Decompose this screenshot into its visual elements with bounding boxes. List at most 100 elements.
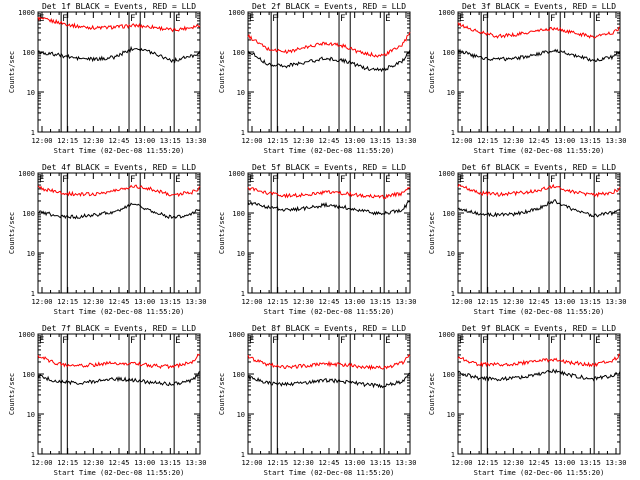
event-marker-label: F: [272, 14, 277, 24]
lld-series-line: [247, 32, 411, 58]
event-marker-label: E: [39, 336, 44, 346]
event-marker-label: F: [62, 14, 67, 24]
event-marker-label: E: [175, 14, 180, 24]
y-tick-label: 1: [241, 129, 245, 137]
x-tick-label: 12:45: [318, 137, 339, 145]
y-tick-label: 1000: [228, 170, 245, 178]
event-marker-label: E: [385, 175, 390, 185]
x-tick-label: 13:30: [605, 137, 626, 145]
event-marker-label: E: [595, 175, 600, 185]
plot-frame: [457, 11, 621, 133]
chart-title: Det 2f BLACK = Events, RED = LLD: [252, 2, 406, 11]
lld-series-line: [247, 187, 411, 200]
x-tick-label: 13:30: [605, 459, 626, 467]
y-tick-label: 10: [447, 250, 455, 258]
event-marker-label: F: [550, 336, 555, 346]
y-tick-label: 100: [232, 371, 245, 379]
x-tick-label: 12:15: [57, 137, 78, 145]
x-tick-label: 12:15: [267, 459, 288, 467]
x-tick-label: 12:30: [503, 298, 524, 306]
event-marker-label: E: [39, 14, 44, 24]
x-axis-label: Start Time (02-Dec-06 11:55:20): [474, 469, 605, 477]
event-marker-label: F: [130, 336, 135, 346]
x-tick-label: 12:00: [451, 298, 472, 306]
event-marker-label: F: [130, 14, 135, 24]
x-tick-label: 12:00: [31, 298, 52, 306]
x-tick-label: 12:45: [318, 298, 339, 306]
x-tick-label: 13:00: [554, 298, 575, 306]
x-tick-label: 12:30: [293, 459, 314, 467]
x-tick-label: 13:00: [344, 137, 365, 145]
y-tick-label: 1: [31, 129, 35, 137]
event-marker-label: E: [175, 175, 180, 185]
events-series-line: [247, 49, 411, 73]
event-marker-label: F: [272, 175, 277, 185]
chart-panel: Det 2f BLACK = Events, RED = LLD 1 10 100 10…: [218, 2, 417, 155]
x-tick-label: 13:00: [554, 137, 575, 145]
chart-title: Det 7f BLACK = Events, RED = LLD: [42, 324, 196, 333]
chart-panel: Det 1f BLACK = Events, RED = LLD 1 10 100 10…: [8, 2, 207, 155]
x-tick-label: 13:15: [370, 298, 391, 306]
plot-frame: [247, 333, 411, 455]
x-tick-label: 13:00: [344, 298, 365, 306]
event-marker-label: E: [459, 175, 464, 185]
event-marker-label: F: [482, 175, 487, 185]
chart-title: Det 9f BLACK = Events, RED = LLD: [462, 324, 616, 333]
y-tick-label: 100: [442, 210, 455, 218]
y-tick-label: 1000: [228, 9, 245, 17]
events-series-line: [247, 200, 411, 216]
x-tick-label: 13:30: [395, 298, 416, 306]
event-marker-label: E: [175, 336, 180, 346]
event-marker-label: F: [62, 336, 67, 346]
y-tick-label: 1: [241, 290, 245, 298]
x-tick-label: 13:15: [160, 137, 181, 145]
x-tick-label: 12:30: [83, 459, 104, 467]
event-marker-label: F: [272, 336, 277, 346]
event-marker-label: F: [340, 14, 345, 24]
event-marker-label: E: [459, 14, 464, 24]
y-tick-label: 1000: [18, 331, 35, 339]
y-tick-label: 10: [447, 411, 455, 419]
x-axis-label: Start Time (02-Dec-08 11:55:20): [264, 469, 395, 477]
event-marker-label: E: [39, 175, 44, 185]
events-series-line: [247, 372, 411, 389]
chart-title: Det 1f BLACK = Events, RED = LLD: [42, 2, 196, 11]
x-tick-label: 12:00: [241, 459, 262, 467]
events-series-line: [37, 371, 201, 387]
chart-panel: Det 8f BLACK = Events, RED = LLD 1 10 100 10…: [218, 324, 417, 477]
chart-title: Det 4f BLACK = Events, RED = LLD: [42, 163, 196, 172]
x-tick-label: 12:00: [241, 298, 262, 306]
event-marker-label: F: [550, 14, 555, 24]
x-tick-label: 13:00: [134, 298, 155, 306]
y-tick-label: 100: [232, 210, 245, 218]
chart-title: Det 3f BLACK = Events, RED = LLD: [462, 2, 616, 11]
event-marker-label: E: [249, 14, 254, 24]
y-axis-label: Counts/sec: [218, 373, 226, 415]
event-marker-label: F: [62, 175, 67, 185]
chart-panel: Det 7f BLACK = Events, RED = LLD 1 10 100 10…: [8, 324, 207, 477]
x-tick-label: 12:30: [293, 298, 314, 306]
x-tick-label: 12:00: [241, 137, 262, 145]
x-tick-label: 13:15: [160, 298, 181, 306]
y-tick-label: 1: [451, 129, 455, 137]
x-tick-label: 13:15: [580, 137, 601, 145]
x-tick-label: 13:00: [134, 137, 155, 145]
x-axis-label: Start Time (02-Dec-08 11:55:20): [264, 147, 395, 155]
y-tick-label: 100: [442, 371, 455, 379]
y-tick-label: 10: [237, 89, 245, 97]
x-tick-label: 12:45: [528, 298, 549, 306]
y-tick-label: 10: [237, 411, 245, 419]
y-axis-label: Counts/sec: [218, 212, 226, 254]
x-tick-label: 12:00: [451, 459, 472, 467]
y-tick-label: 1000: [438, 170, 455, 178]
y-axis-label: Counts/sec: [218, 51, 226, 93]
event-marker-label: F: [340, 175, 345, 185]
events-series-line: [38, 202, 201, 220]
lld-series-line: [457, 353, 621, 368]
event-marker-label: F: [482, 14, 487, 24]
x-tick-label: 12:30: [503, 137, 524, 145]
x-tick-label: 12:45: [528, 137, 549, 145]
plot-frame: [457, 333, 621, 455]
y-tick-label: 100: [232, 49, 245, 57]
